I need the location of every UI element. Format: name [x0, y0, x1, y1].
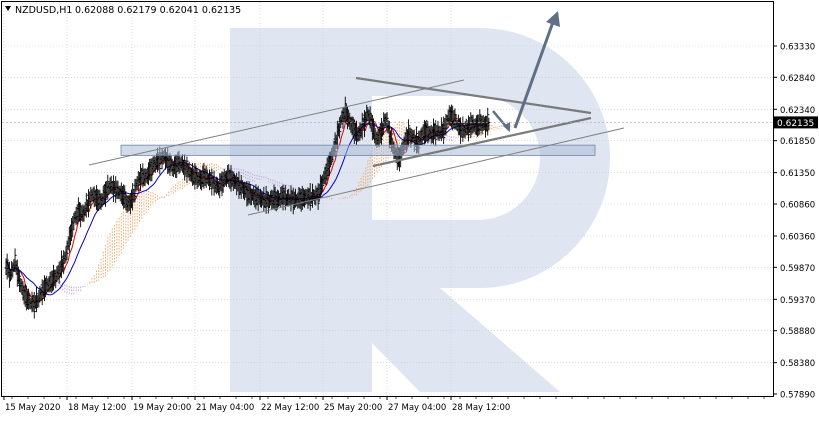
y-tick-label: 0.59370 [780, 296, 815, 306]
plot-frame [1, 1, 774, 397]
x-tick-label: 21 May 04:00 [196, 403, 254, 413]
x-tick-label: 18 May 12:00 [68, 403, 126, 413]
y-tick-label: 0.62340 [780, 106, 815, 116]
x-tick-label: 25 May 20:00 [324, 403, 382, 413]
ohlc-values: 0.62088 0.62179 0.62041 0.62135 [75, 5, 241, 16]
current-price-marker: 0.62135 [774, 116, 818, 129]
support-zone [120, 144, 596, 156]
chart-header: NZDUSD,H1 0.62088 0.62179 0.62041 0.6213… [5, 5, 241, 16]
y-tick-label: 0.59870 [780, 264, 815, 274]
current-price-label: 0.62135 [777, 119, 814, 129]
grid [2, 2, 773, 396]
triangle-upper-line [355, 76, 592, 115]
y-tick-label: 0.61350 [780, 169, 815, 179]
y-tick-label: 0.58380 [780, 359, 815, 369]
y-tick-label: 0.60860 [780, 201, 815, 211]
y-tick-label: 0.62840 [780, 74, 815, 84]
x-tick-label: 27 May 04:00 [388, 403, 446, 413]
x-tick-label: 22 May 12:00 [261, 403, 319, 413]
y-tick-label: 0.57890 [780, 391, 815, 401]
y-tick-label: 0.63330 [780, 42, 815, 52]
y-tick-label: 0.60360 [780, 232, 815, 242]
arrow-head-up-icon [546, 11, 560, 27]
x-tick-label: 28 May 12:00 [452, 403, 510, 413]
watermark-logo [230, 28, 610, 392]
annotations [2, 11, 773, 216]
symbol-label: NZDUSD,H1 [15, 5, 72, 16]
forecast-arrow-up [513, 21, 555, 129]
channel-lower-line [247, 127, 625, 216]
dropdown-triangle-icon[interactable] [5, 6, 11, 11]
triangle-lower-line [372, 116, 592, 168]
y-tick-label: 0.58880 [780, 327, 815, 337]
y-axis: 0.63330 0.62840 0.62340 0.61850 0.61350 0.608… [773, 42, 815, 401]
y-tick-label: 0.61850 [780, 137, 815, 147]
x-tick-label: 19 May 20:00 [133, 403, 191, 413]
channel-upper-line [88, 79, 465, 166]
arrow-head-down-icon [503, 122, 510, 132]
x-tick-label: 15 May 2020 [5, 403, 60, 413]
x-axis: 15 May 2020 18 May 12:00 19 May 20:00 21 Ma… [3, 396, 765, 413]
